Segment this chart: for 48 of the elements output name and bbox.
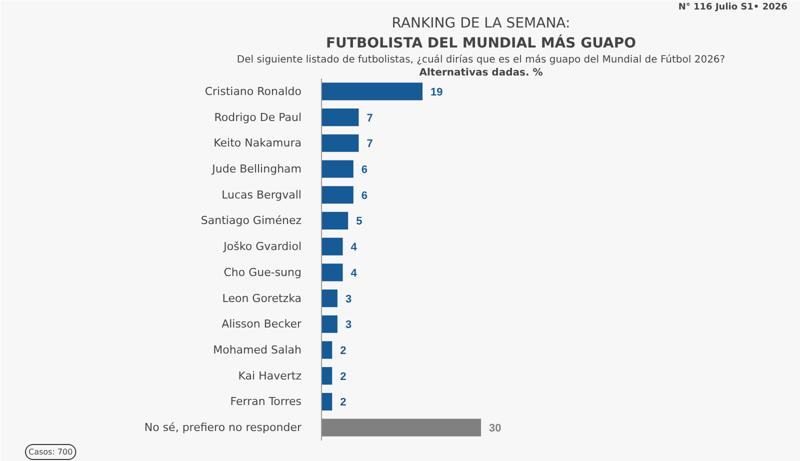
chart-title: RANKING DE LA SEMANA: <box>392 16 570 32</box>
bar <box>322 392 332 411</box>
text: Casos: 700 <box>28 448 73 456</box>
text: Del siguiente listado de futbolistas, ¿cuál dirías que es el más guapo del Mundial de Fútbol 2026? <box>236 54 726 66</box>
bar <box>322 418 481 436</box>
data-label: 6 <box>361 190 368 202</box>
data-label: 3 <box>345 319 352 332</box>
chart-subtitle: FUTBOLISTA DEL MUNDIAL MÁS GUAPO <box>326 34 636 52</box>
data-label: 5 <box>356 216 362 228</box>
data-label: 4 <box>350 267 358 280</box>
bar <box>322 264 343 282</box>
text: N° 116 Julio S1• 2026 <box>678 2 788 12</box>
y-tick-label: Cho Gue-sung <box>224 266 302 279</box>
data-label: 2 <box>340 370 346 383</box>
data-label: 4 <box>350 242 358 254</box>
bar <box>322 134 359 152</box>
data-label: 2 <box>340 396 346 409</box>
data-label: 7 <box>366 112 373 124</box>
y-tick-label: Lucas Bergvall <box>222 188 302 202</box>
y-tick-label: Santiago Giménez <box>200 214 302 228</box>
y-tick-label: Cristiano Ronaldo <box>204 84 302 98</box>
bar <box>322 212 348 230</box>
annotation: Alternativas dadas. % <box>419 68 543 78</box>
data-label: 7 <box>366 138 373 150</box>
bar <box>322 341 332 359</box>
bar <box>322 238 343 256</box>
bar <box>322 160 354 178</box>
bar <box>322 367 332 385</box>
y-tick-label: Kai Havertz <box>238 369 302 382</box>
y-tick-label: Keito Nakamura <box>214 136 302 150</box>
y-tick-label: Mohamed Salah <box>213 344 302 356</box>
data-label: 3 <box>345 293 352 306</box>
y-tick-label: Ferran Torres <box>230 395 302 408</box>
y-tick-label: No sé, prefiero no responder <box>144 421 302 434</box>
data-label: 19 <box>430 86 443 98</box>
data-label: 2 <box>340 345 346 357</box>
y-tick-label: Rodrigo De Paul <box>214 110 302 124</box>
bar <box>322 108 359 126</box>
bar <box>322 82 423 100</box>
bar <box>322 289 338 308</box>
y-tick-label: Alisson Becker <box>222 318 302 331</box>
y-tick-label: Joško Gvardiol <box>222 240 302 254</box>
data-label: 6 <box>361 164 368 176</box>
bar <box>322 315 338 333</box>
y-tick-label: Jude Bellingham <box>211 162 302 176</box>
bar <box>322 186 354 204</box>
data-label: 30 <box>489 422 502 435</box>
y-tick-label: Leon Goretzka <box>222 292 302 305</box>
